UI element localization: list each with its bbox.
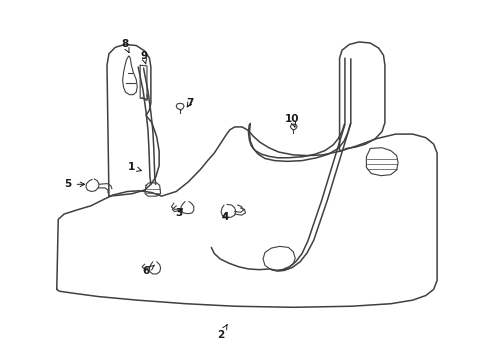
Text: 10: 10 <box>285 114 299 127</box>
Text: 8: 8 <box>121 40 129 53</box>
Text: 7: 7 <box>186 98 193 108</box>
Text: 1: 1 <box>127 162 141 172</box>
Text: 2: 2 <box>217 325 227 340</box>
Text: 4: 4 <box>221 212 228 221</box>
Text: 5: 5 <box>64 179 84 189</box>
Text: 6: 6 <box>142 265 154 276</box>
Text: 3: 3 <box>175 208 182 218</box>
Text: 9: 9 <box>140 51 147 64</box>
